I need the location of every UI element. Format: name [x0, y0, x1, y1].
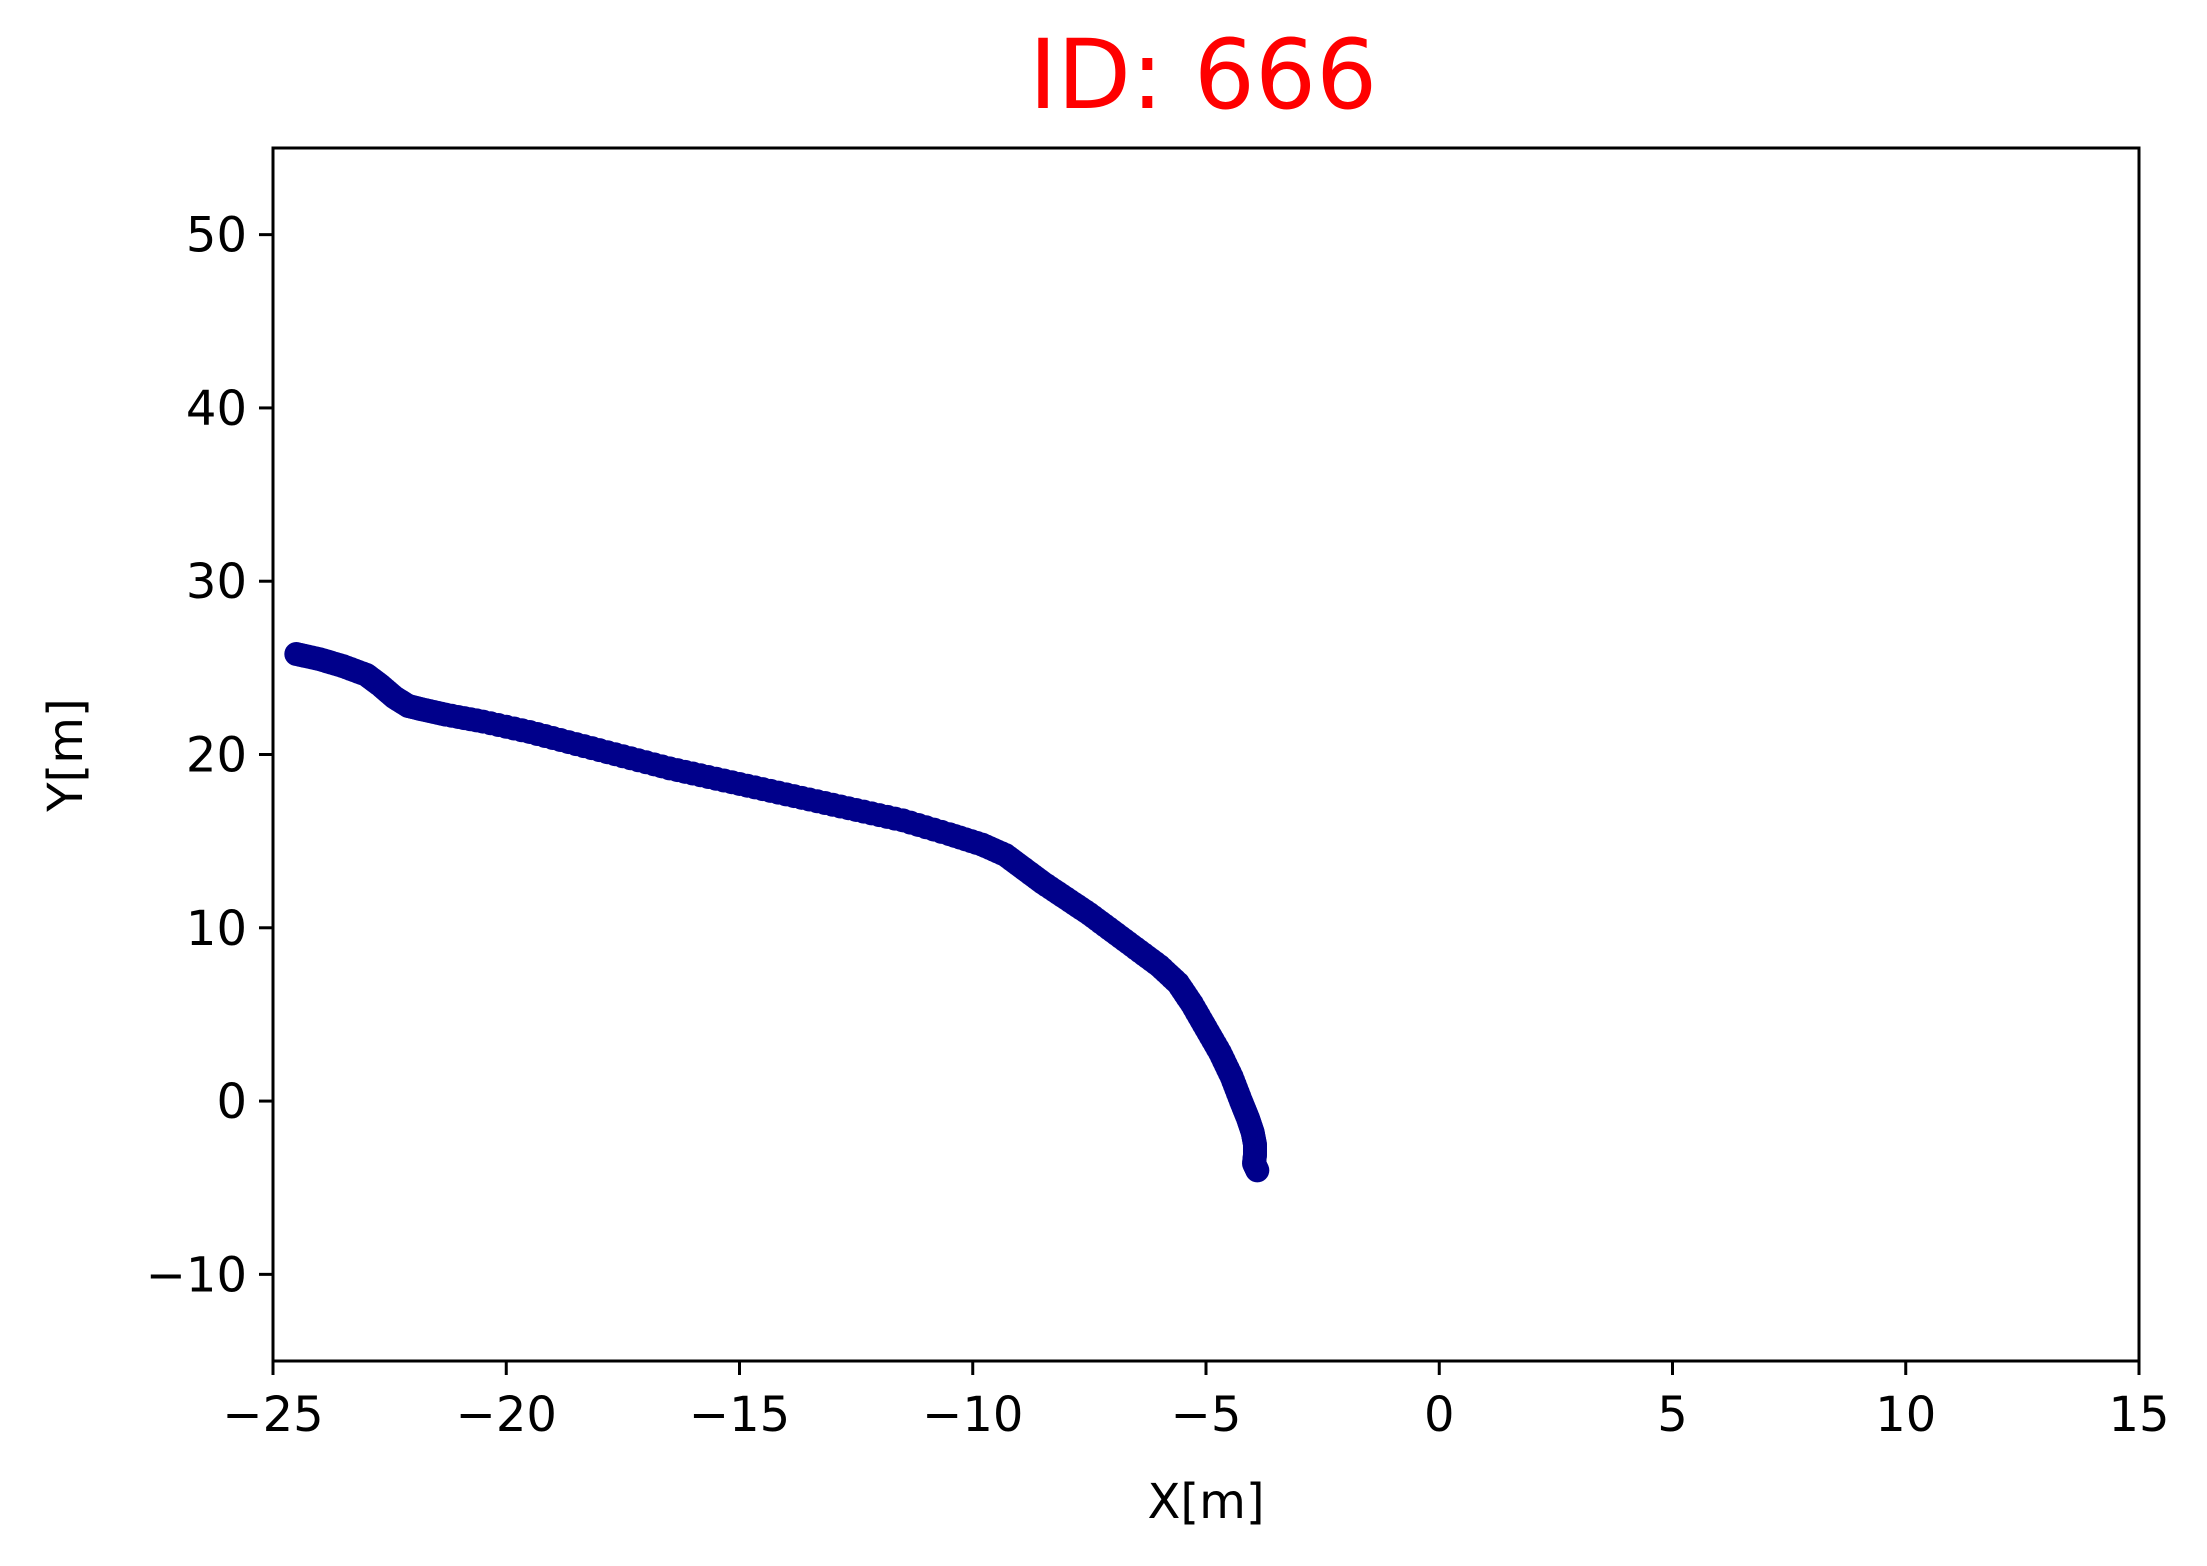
y-axis-label: Y[m] [38, 698, 94, 813]
y-tick-label: 0 [216, 1074, 247, 1130]
y-tick-label: −10 [146, 1247, 247, 1303]
x-tick-label: 10 [1875, 1387, 1936, 1443]
x-axis-ticks: −25 −20 −15 −10 −5 0 5 10 15 [222, 1361, 2170, 1443]
x-tick-label: −25 [222, 1387, 323, 1443]
plot-area [284, 641, 1270, 1183]
trajectory-point [1245, 1158, 1270, 1183]
y-tick-label: 50 [186, 208, 247, 264]
chart-title: ID: 666 [1029, 19, 1377, 131]
y-tick-label: 40 [186, 381, 247, 437]
x-tick-label: 5 [1657, 1387, 1688, 1443]
y-axis-ticks: −10 0 10 20 30 40 50 [146, 208, 273, 1303]
x-tick-label: −5 [1171, 1387, 1242, 1443]
plot-frame [271, 146, 2141, 1363]
x-tick-label: 0 [1424, 1387, 1455, 1443]
y-tick-label: 10 [186, 901, 247, 957]
x-tick-label: −10 [922, 1387, 1023, 1443]
y-tick-label: 20 [186, 728, 247, 784]
x-tick-label: 15 [2108, 1387, 2169, 1443]
x-axis-label: X[m] [1147, 1474, 1264, 1530]
y-tick-label: 30 [186, 554, 247, 610]
x-tick-label: −20 [456, 1387, 557, 1443]
x-tick-label: −15 [689, 1387, 790, 1443]
